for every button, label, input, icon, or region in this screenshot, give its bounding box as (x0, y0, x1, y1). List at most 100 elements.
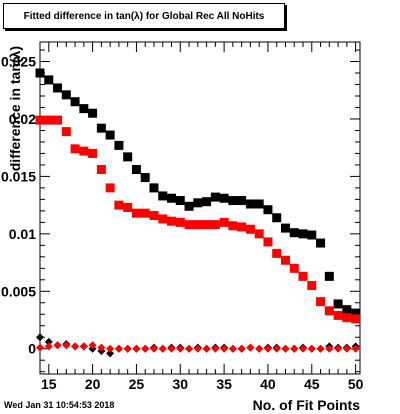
data-point (237, 196, 247, 206)
axis-labels: 15 20 25 30 35 40 45 50 0 0.005 0.01 0.015 0.02 0.025… (1, 46, 364, 413)
data-point (298, 229, 308, 239)
data-point (61, 127, 71, 137)
data-point (131, 208, 141, 218)
data-point (254, 199, 264, 209)
data-point (289, 228, 299, 238)
y-tick-label: 0 (28, 341, 36, 357)
data-point (88, 341, 97, 350)
data-point (105, 183, 115, 193)
x-tick-label: 35 (216, 376, 232, 392)
data-point (342, 313, 352, 323)
data-point (351, 308, 361, 318)
data-point (245, 199, 255, 209)
axes (39, 41, 361, 375)
data-point (280, 255, 290, 265)
data-point (193, 220, 203, 230)
data-point (36, 343, 44, 352)
data-point (88, 148, 98, 158)
y-axis-title: difference in tan(λ) (7, 46, 23, 171)
data-point (175, 217, 185, 227)
data-point (149, 210, 159, 220)
data-point (237, 222, 247, 232)
data-point (202, 344, 211, 353)
y-tick-label: 0.01 (9, 226, 36, 242)
data-point (167, 344, 176, 353)
data-point (158, 214, 168, 224)
chart-title-text: Fitted difference in tan(λ) for Global R… (23, 10, 265, 22)
data-point (280, 223, 290, 233)
data-point (149, 183, 159, 193)
data-point (299, 344, 308, 353)
data-point (35, 115, 45, 125)
data-point (184, 220, 194, 230)
data-point (44, 75, 54, 85)
data-point (44, 115, 54, 125)
data-point (96, 165, 106, 175)
plot-frame (39, 41, 361, 375)
data-point (176, 344, 185, 353)
data-point (62, 341, 71, 350)
data-point (220, 344, 229, 353)
data-point (272, 344, 281, 353)
data-point (254, 229, 264, 239)
data-point (246, 343, 255, 352)
data-point (342, 305, 352, 315)
x-tick-label: 30 (172, 376, 188, 392)
data-point (333, 310, 343, 320)
x-tick-label: 20 (85, 376, 101, 392)
x-tick-label: 45 (304, 376, 320, 392)
x-tick-label: 40 (260, 376, 276, 392)
data-point (123, 152, 133, 162)
data-point (316, 344, 325, 353)
data-point (79, 146, 89, 156)
y-tick-label: 0.02 (9, 111, 36, 127)
data-point (210, 192, 220, 202)
x-tick-label: 25 (129, 376, 145, 392)
data-point (114, 140, 124, 150)
data-point (289, 263, 299, 273)
data-point (44, 342, 53, 351)
data-point (131, 165, 141, 175)
data-point (35, 68, 45, 78)
data-point (219, 217, 229, 227)
data-point (228, 221, 238, 231)
data-point (88, 108, 98, 118)
data-point (123, 344, 132, 353)
data-point (324, 271, 334, 281)
data-point (53, 341, 62, 350)
data-point (158, 191, 168, 201)
data-point (202, 197, 212, 207)
x-tick-label: 15 (41, 376, 57, 392)
data-point (351, 344, 360, 353)
data-point (193, 198, 203, 208)
data-point (105, 130, 115, 140)
data-point (140, 208, 150, 218)
data-point (167, 216, 177, 226)
data-point (228, 196, 238, 206)
data-point (193, 344, 202, 353)
data-point (281, 344, 290, 353)
data-point (307, 281, 317, 291)
data-point (316, 238, 326, 248)
data-point (324, 306, 334, 316)
x-axis-title: No. of Fit Points (253, 397, 361, 413)
data-point (140, 173, 150, 183)
data-point (255, 344, 264, 353)
data-point (184, 201, 194, 211)
data-point (70, 144, 80, 154)
data-point (210, 220, 220, 230)
data-point (79, 342, 88, 351)
data-point (71, 342, 80, 351)
data-point (263, 205, 273, 215)
data-point (36, 333, 44, 342)
series-1 (35, 115, 361, 324)
data-point (61, 90, 71, 100)
data-point (228, 344, 237, 353)
data-point (79, 104, 89, 114)
data-point (263, 237, 273, 247)
data-point (132, 344, 141, 353)
data-point (106, 344, 115, 353)
chart-title: Fitted difference in tan(λ) for Global R… (3, 3, 285, 29)
data-point (70, 97, 80, 107)
